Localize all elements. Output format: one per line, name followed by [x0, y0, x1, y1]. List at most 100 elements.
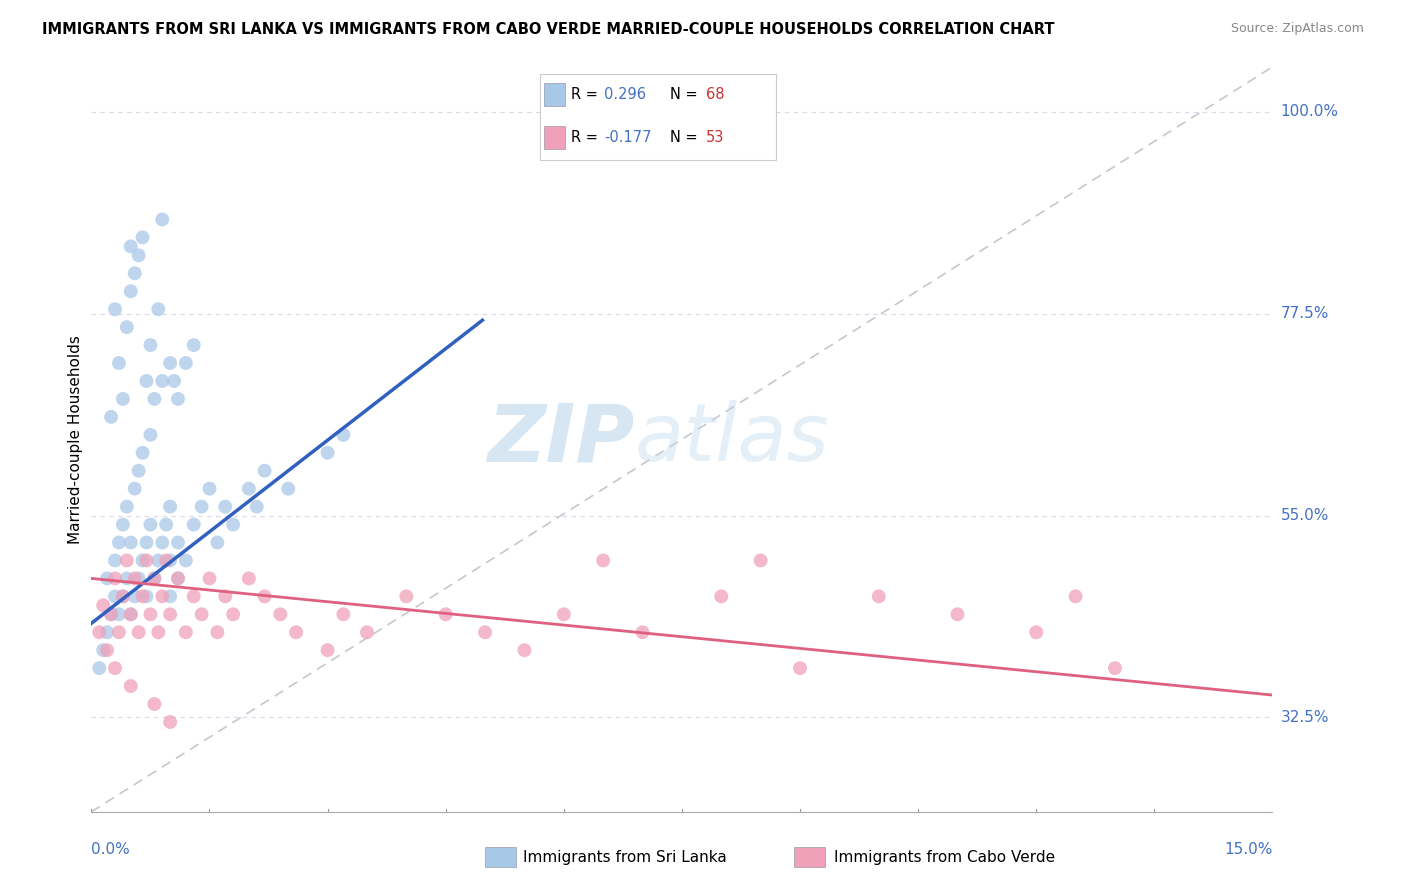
- Point: [111, 392, 134, 406]
- Point: [513, 643, 536, 657]
- Point: [100, 409, 122, 424]
- Text: 55.0%: 55.0%: [1281, 508, 1329, 523]
- Point: [155, 553, 177, 567]
- Point: [183, 338, 205, 352]
- Text: 77.5%: 77.5%: [1281, 306, 1329, 321]
- Point: [159, 553, 181, 567]
- Point: [120, 607, 142, 622]
- Y-axis label: Married-couple Households: Married-couple Households: [67, 334, 83, 544]
- Point: [190, 607, 212, 622]
- Point: [139, 517, 162, 532]
- Point: [89, 661, 111, 675]
- Point: [434, 607, 457, 622]
- Point: [246, 500, 269, 514]
- Point: [108, 607, 131, 622]
- Point: [159, 607, 181, 622]
- Text: ZIP: ZIP: [488, 401, 634, 478]
- Point: [190, 500, 212, 514]
- Point: [131, 553, 153, 567]
- Text: Source: ZipAtlas.com: Source: ZipAtlas.com: [1230, 22, 1364, 36]
- Point: [946, 607, 969, 622]
- Point: [104, 553, 127, 567]
- Point: [174, 356, 197, 370]
- Point: [104, 302, 127, 317]
- Point: [174, 625, 197, 640]
- Point: [167, 535, 190, 549]
- Point: [1104, 661, 1126, 675]
- Text: Immigrants from Sri Lanka: Immigrants from Sri Lanka: [523, 850, 727, 864]
- Point: [150, 374, 173, 388]
- Point: [592, 553, 614, 567]
- Point: [238, 482, 260, 496]
- Point: [100, 607, 122, 622]
- Point: [143, 697, 166, 711]
- Point: [207, 535, 229, 549]
- Point: [111, 590, 134, 604]
- Point: [163, 374, 186, 388]
- Point: [115, 553, 138, 567]
- Point: [89, 625, 111, 640]
- Point: [148, 625, 170, 640]
- Point: [120, 285, 142, 299]
- Point: [214, 500, 236, 514]
- Text: 100.0%: 100.0%: [1281, 104, 1339, 120]
- Point: [111, 590, 134, 604]
- Text: IMMIGRANTS FROM SRI LANKA VS IMMIGRANTS FROM CABO VERDE MARRIED-COUPLE HOUSEHOLD: IMMIGRANTS FROM SRI LANKA VS IMMIGRANTS …: [42, 22, 1054, 37]
- Point: [100, 607, 122, 622]
- Point: [198, 571, 221, 585]
- Point: [143, 571, 166, 585]
- Text: Immigrants from Cabo Verde: Immigrants from Cabo Verde: [834, 850, 1054, 864]
- Point: [183, 517, 205, 532]
- Point: [143, 571, 166, 585]
- Point: [104, 571, 127, 585]
- Point: [91, 599, 114, 613]
- Text: 15.0%: 15.0%: [1225, 842, 1272, 857]
- Point: [139, 607, 162, 622]
- Point: [269, 607, 291, 622]
- Point: [128, 625, 150, 640]
- Point: [316, 643, 339, 657]
- Point: [91, 643, 114, 657]
- Point: [124, 482, 146, 496]
- Point: [128, 571, 150, 585]
- Text: atlas: atlas: [634, 401, 830, 478]
- Point: [174, 553, 197, 567]
- Point: [749, 553, 772, 567]
- Point: [150, 212, 173, 227]
- Point: [120, 239, 142, 253]
- Point: [474, 625, 496, 640]
- Point: [108, 356, 131, 370]
- Point: [111, 517, 134, 532]
- Point: [128, 248, 150, 262]
- Point: [128, 464, 150, 478]
- Point: [167, 571, 190, 585]
- Point: [155, 517, 177, 532]
- Point: [198, 482, 221, 496]
- Point: [104, 661, 127, 675]
- Point: [115, 571, 138, 585]
- Point: [332, 427, 354, 442]
- Point: [631, 625, 654, 640]
- Point: [332, 607, 354, 622]
- Point: [108, 535, 131, 549]
- Point: [143, 392, 166, 406]
- Text: 0.0%: 0.0%: [91, 842, 131, 857]
- Point: [356, 625, 378, 640]
- Point: [148, 302, 170, 317]
- Point: [285, 625, 308, 640]
- Point: [96, 571, 118, 585]
- Point: [124, 590, 146, 604]
- Point: [96, 643, 118, 657]
- Point: [553, 607, 575, 622]
- Point: [96, 625, 118, 640]
- Point: [159, 590, 181, 604]
- Point: [148, 553, 170, 567]
- Point: [868, 590, 890, 604]
- Point: [135, 535, 157, 549]
- Point: [253, 464, 276, 478]
- Point: [120, 535, 142, 549]
- Point: [124, 266, 146, 280]
- Point: [159, 500, 181, 514]
- Point: [131, 446, 153, 460]
- Point: [131, 230, 153, 244]
